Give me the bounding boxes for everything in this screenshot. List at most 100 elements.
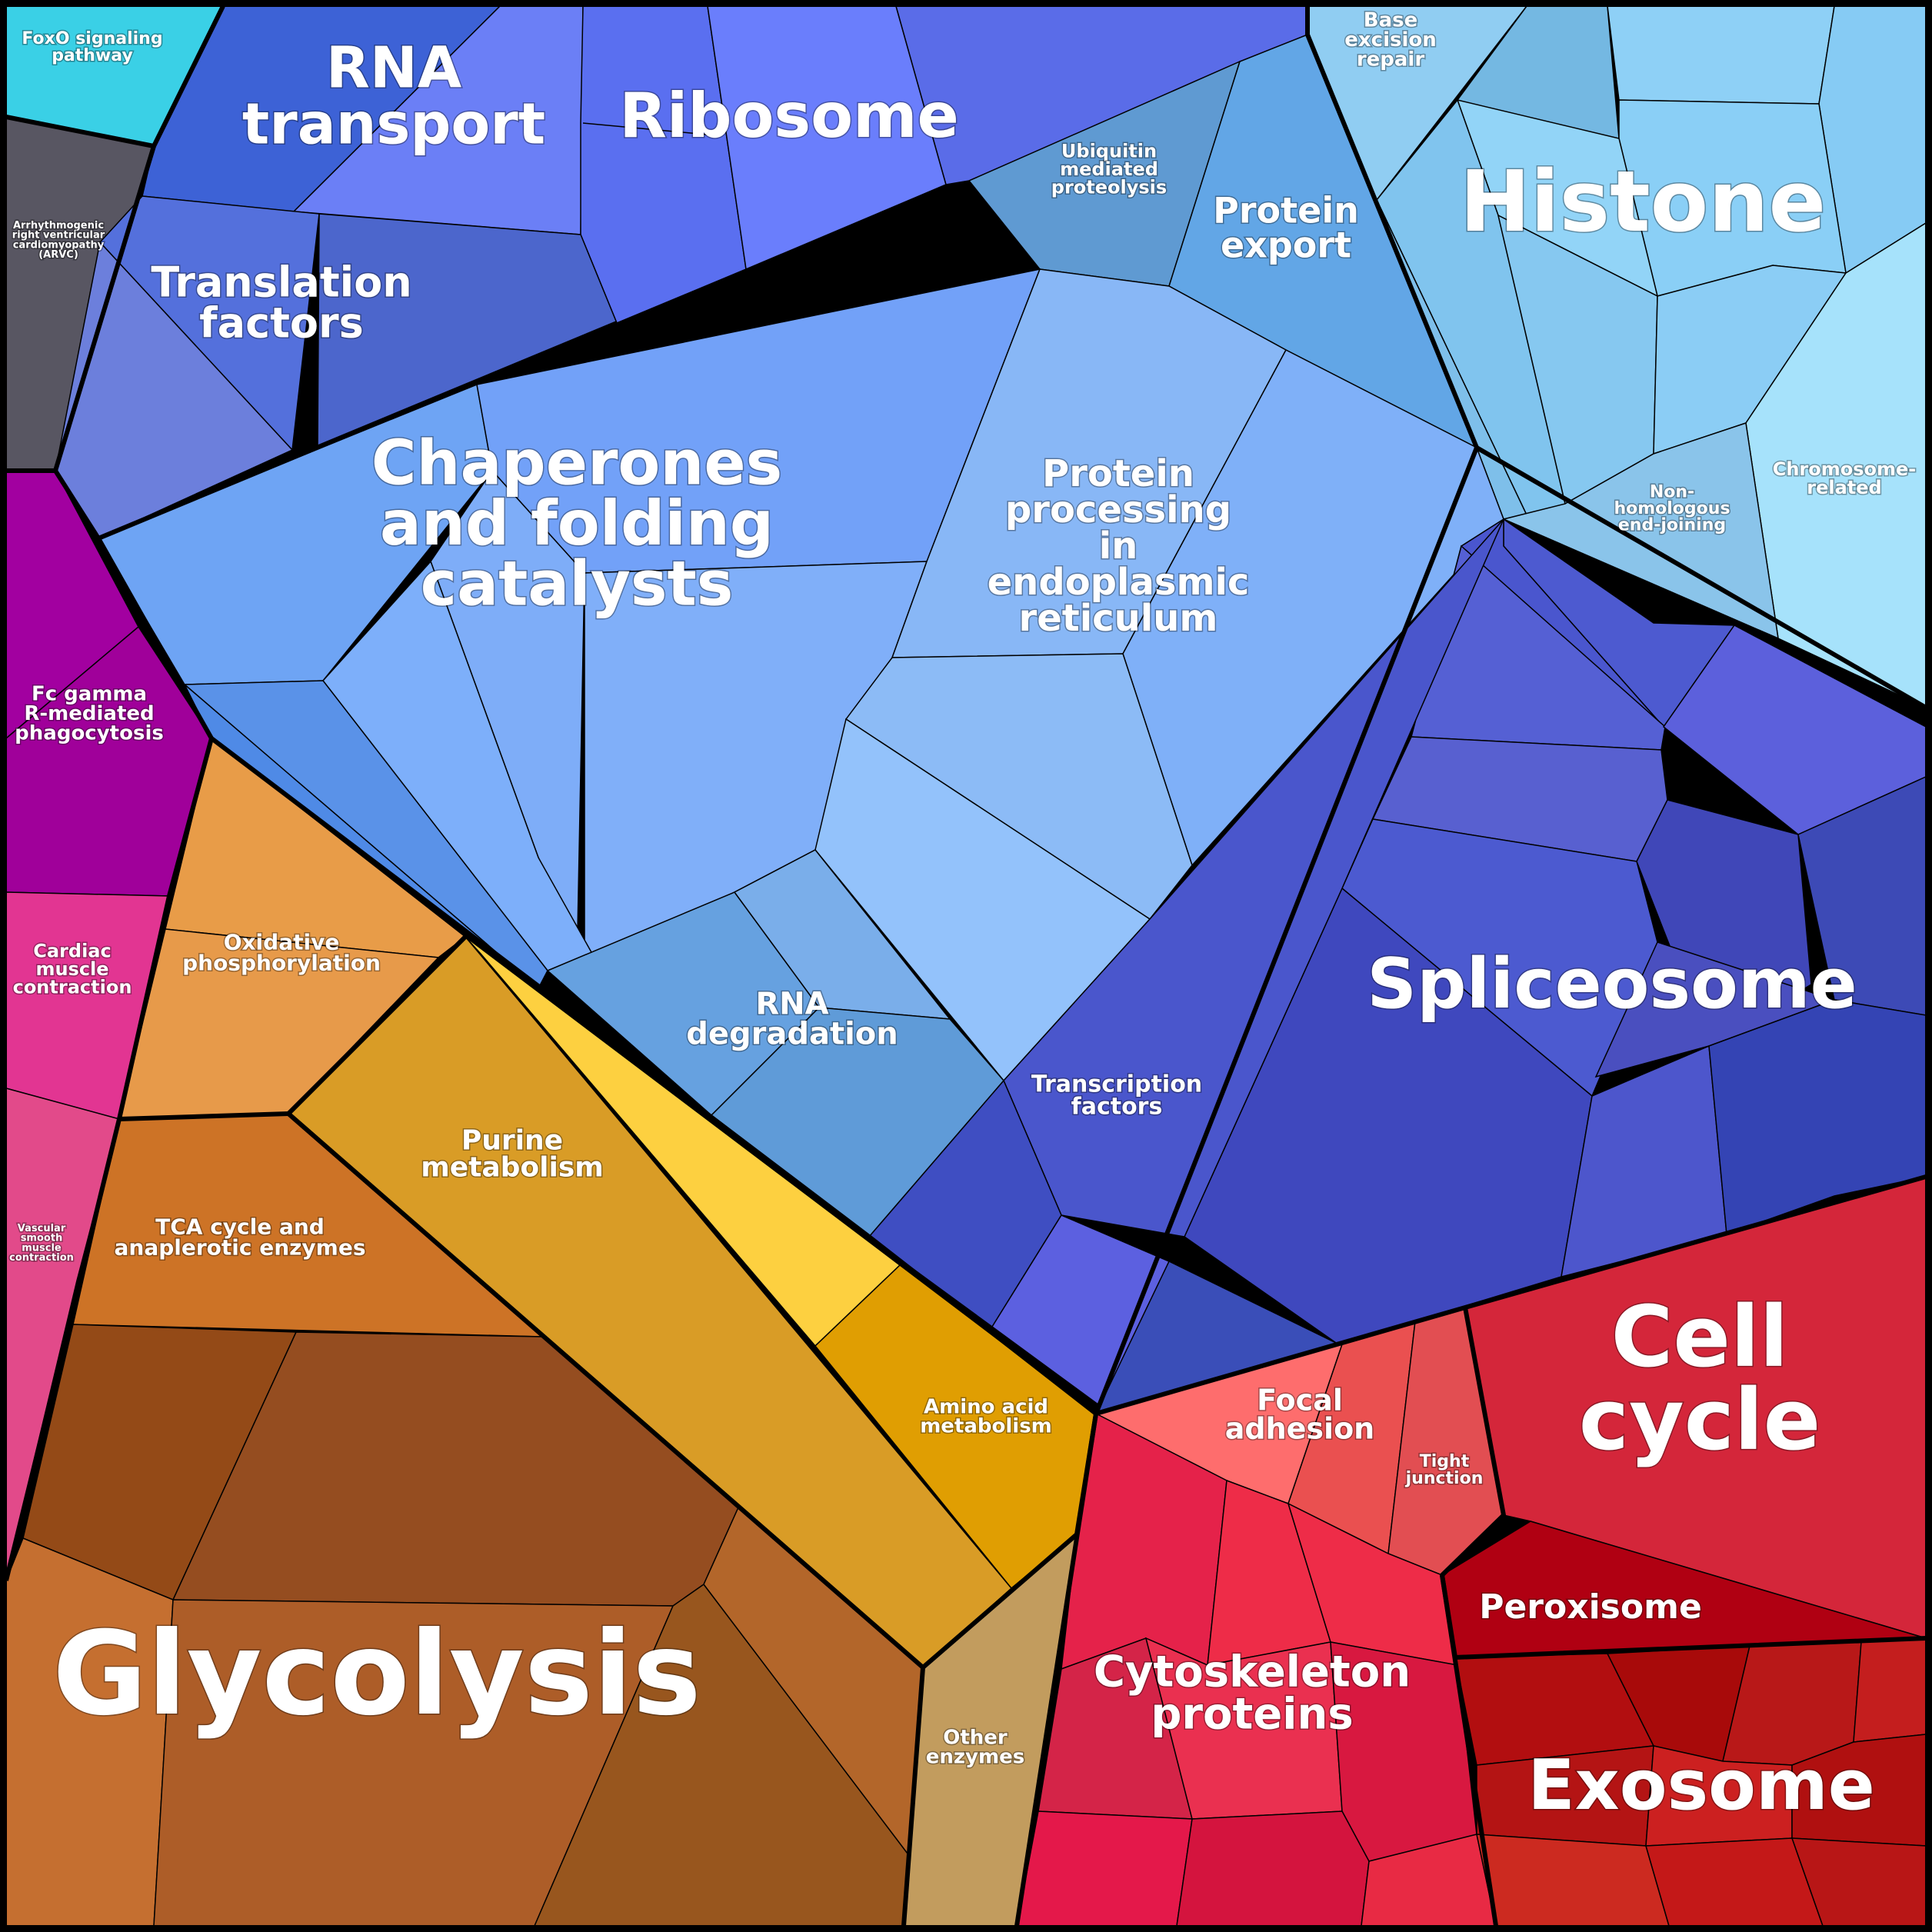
label-chaperones-line: and folding — [380, 488, 774, 559]
label-arvc-line: (ARVC) — [38, 249, 78, 261]
label-transcription-factors: Transcription factors — [1031, 1071, 1202, 1120]
label-nhej-line: homologous — [1614, 499, 1730, 518]
label-protein-export-line: Protein — [1213, 190, 1359, 232]
label-rna-transport-line: transport — [242, 91, 545, 157]
label-base-excision-line: excision — [1344, 28, 1437, 52]
label-vascular-line: Vascular — [18, 1223, 66, 1234]
label-fc-gamma-line: Fc gamma — [32, 683, 147, 706]
label-protein-processing-line: processing — [1005, 488, 1231, 531]
label-arvc-line: Arrhythmogenic — [13, 220, 104, 232]
region-cytoskeleton — [1016, 1412, 1497, 1927]
label-chaperones-line: Chaperones — [371, 428, 782, 499]
label-nhej-line: Non- — [1650, 482, 1694, 501]
label-cardiac-line: muscle — [35, 958, 108, 980]
region-ribosome — [580, 5, 1308, 324]
label-base-excision-line: repair — [1357, 48, 1425, 72]
label-cardiac-line: Cardiac — [33, 941, 111, 962]
label-nhej-line: end-joining — [1618, 516, 1726, 535]
label-cytoskeleton: Cytoskeleton proteins — [1094, 1647, 1411, 1740]
label-translation-factors-line: Translation — [151, 258, 411, 307]
label-peroxisome: Peroxisome — [1479, 1587, 1702, 1627]
label-chaperones: Chaperones and folding catalysts — [371, 428, 782, 620]
label-purine-line: metabolism — [421, 1152, 604, 1184]
labels: FoxO signaling pathway Arrhythmogenic righ… — [8, 8, 1917, 1827]
label-protein-processing-line: in — [1099, 525, 1138, 568]
label-oxphos: Oxidative phosphorylation — [182, 929, 381, 975]
label-chromosome-line: related — [1807, 477, 1881, 498]
label-chromosome-line: Chromosome- — [1773, 458, 1917, 480]
label-tight-junction-line: junction — [1405, 1469, 1484, 1488]
label-cytoskeleton-line: Cytoskeleton — [1094, 1647, 1411, 1697]
label-ribosome-line: Ribosome — [619, 80, 958, 152]
label-base-excision-line: Base — [1364, 9, 1417, 32]
label-foxo: FoxO signaling pathway — [22, 29, 162, 65]
label-transcription-factors-line: Transcription — [1031, 1071, 1202, 1098]
label-other-enzymes-line: enzymes — [926, 1746, 1024, 1769]
label-peroxisome-line: Peroxisome — [1479, 1587, 1702, 1627]
label-ubiquitin-line: Ubiquitin — [1061, 141, 1157, 162]
label-base-excision: Base excision repair — [1344, 9, 1437, 72]
label-tight-junction-line: Tight — [1420, 1452, 1470, 1471]
label-cardiac-line: contraction — [13, 977, 132, 998]
label-oxphos-line: Oxidative — [224, 929, 340, 954]
label-focal-adhesion: Focal adhesion — [1225, 1383, 1374, 1445]
region-translation-factors — [55, 195, 618, 539]
label-fc-gamma: Fc gamma R-mediated phagocytosis — [15, 683, 164, 745]
label-other-enzymes-line: Other — [943, 1726, 1008, 1749]
region-chaperones — [97, 268, 1041, 990]
label-protein-processing-line: endoplasmic — [988, 561, 1250, 604]
label-ubiquitin-line: mediated — [1060, 158, 1158, 180]
label-other-enzymes: Other enzymes — [926, 1726, 1024, 1768]
label-ribosome: Ribosome — [619, 80, 958, 152]
label-rna-transport-line: RNA — [326, 35, 461, 102]
label-rna-degradation-line: degradation — [686, 1017, 898, 1052]
label-vascular-line: smooth — [21, 1233, 63, 1244]
region-rna-transport — [142, 5, 584, 235]
label-rna-transport: RNA transport — [242, 35, 545, 158]
label-focal-adhesion-line: adhesion — [1225, 1412, 1374, 1446]
label-amino-acid-line: Amino acid — [924, 1395, 1048, 1418]
region-rna-degradation — [546, 849, 1004, 1238]
label-exosome-line: Exosome — [1527, 1745, 1875, 1826]
region-exosome — [1454, 1637, 1927, 1927]
label-glycolysis: Glycolysis — [52, 1607, 701, 1741]
label-spliceosome-line: Spliceosome — [1367, 944, 1857, 1024]
label-ubiquitin: Ubiquitin mediated proteolysis — [1051, 141, 1167, 198]
label-translation-factors-line: factors — [199, 299, 364, 348]
label-ubiquitin-line: proteolysis — [1051, 177, 1167, 198]
label-tca-line: anaplerotic enzymes — [114, 1235, 365, 1261]
label-nhej: Non-homologous end-joining — [1614, 482, 1730, 535]
label-transcription-factors-line: factors — [1071, 1094, 1163, 1121]
region-protein-processing — [814, 268, 1504, 1082]
label-fc-gamma-line: phagocytosis — [15, 722, 164, 745]
label-tca-line: TCA cycle and — [155, 1214, 325, 1239]
label-cell-cycle-line: cycle — [1579, 1371, 1820, 1469]
label-rna-degradation: RNA degradation — [686, 986, 898, 1051]
label-oxphos-line: phosphorylation — [182, 951, 381, 976]
label-arvc: Arrhythmogenic right ventricular cardiomyo… — [12, 220, 105, 261]
label-protein-export: Protein export — [1213, 190, 1359, 266]
label-histone-line: Histone — [1460, 152, 1826, 251]
label-spliceosome: Spliceosome — [1367, 944, 1857, 1024]
label-protein-processing-line: reticulum — [1019, 597, 1218, 640]
label-exosome: Exosome — [1527, 1745, 1875, 1826]
label-protein-processing-line: Protein — [1042, 452, 1194, 495]
label-cytoskeleton-line: proteins — [1151, 1689, 1353, 1739]
label-tight-junction: Tight junction — [1405, 1452, 1484, 1488]
label-foxo-line: pathway — [52, 46, 133, 65]
label-vascular: Vascular smooth muscle contraction — [9, 1223, 74, 1264]
region-oxphos — [118, 737, 467, 1120]
label-tca: TCA cycle and anaplerotic enzymes — [114, 1214, 365, 1260]
label-purine-line: Purine — [461, 1124, 563, 1156]
label-histone: Histone — [1460, 152, 1826, 251]
label-cell-cycle: Cell cycle — [1579, 1287, 1820, 1469]
label-protein-processing: Protein processing in endoplasmic reticulum — [988, 452, 1250, 640]
label-chromosome: Chromosome-related — [1773, 458, 1917, 498]
label-arvc-line: cardiomyopathy — [13, 239, 105, 251]
label-fc-gamma-line: R-mediated — [24, 702, 154, 725]
label-vascular-line: contraction — [9, 1252, 74, 1264]
label-amino-acid-line: metabolism — [920, 1415, 1052, 1438]
region-glycolysis — [5, 1324, 924, 1927]
